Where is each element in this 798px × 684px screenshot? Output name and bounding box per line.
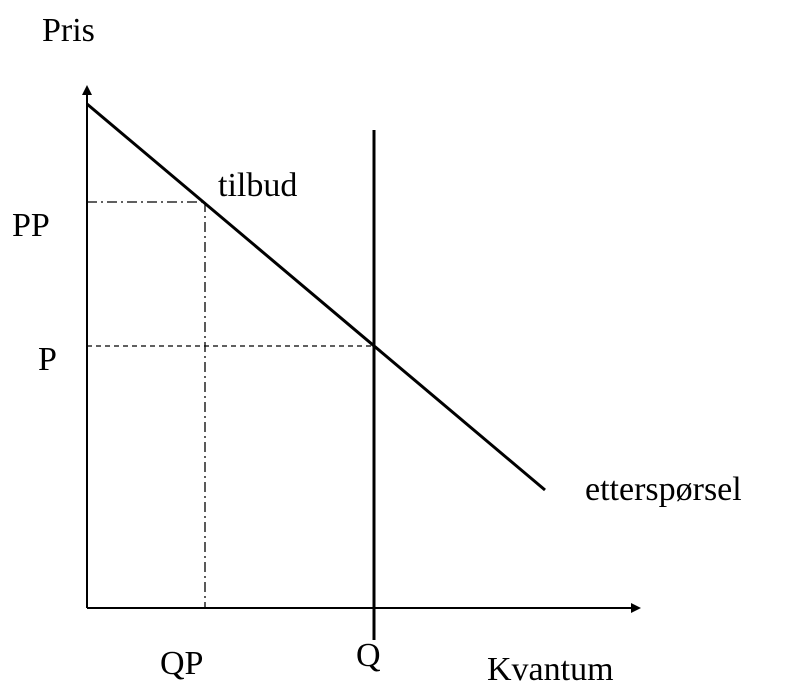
quantity-label: Q [356, 637, 381, 674]
demand-label: etterspørsel [585, 471, 742, 508]
quantity-label: QP [160, 645, 203, 682]
price-label: PP [12, 207, 50, 244]
y-axis-label: Pris [42, 12, 95, 49]
supply-label: tilbud [218, 167, 297, 204]
demand-line [86, 102, 546, 492]
x-axis-label: Kvantum [487, 651, 614, 684]
price-label: P [38, 341, 57, 378]
